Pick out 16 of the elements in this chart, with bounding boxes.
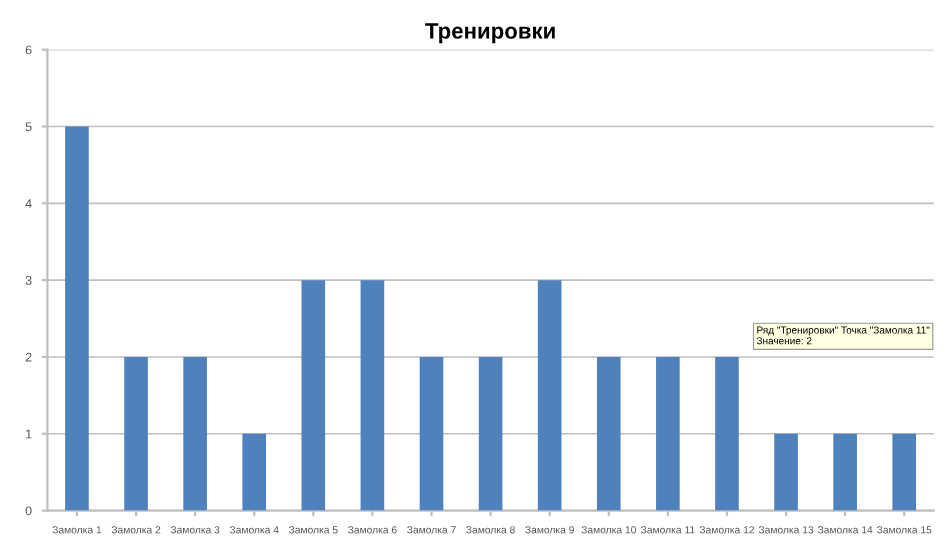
bar xyxy=(301,280,326,511)
bar xyxy=(419,356,444,511)
bar xyxy=(242,433,267,511)
bar xyxy=(596,356,621,511)
bar xyxy=(65,126,89,511)
bar xyxy=(360,280,385,511)
bar xyxy=(656,356,680,511)
bar xyxy=(892,433,917,511)
bar xyxy=(478,356,503,511)
bar xyxy=(715,356,739,511)
bar xyxy=(183,356,207,511)
bar xyxy=(537,280,562,511)
bar xyxy=(774,433,798,511)
bar xyxy=(833,433,857,511)
chart-title: Тренировки xyxy=(425,23,555,44)
bar xyxy=(124,356,148,511)
